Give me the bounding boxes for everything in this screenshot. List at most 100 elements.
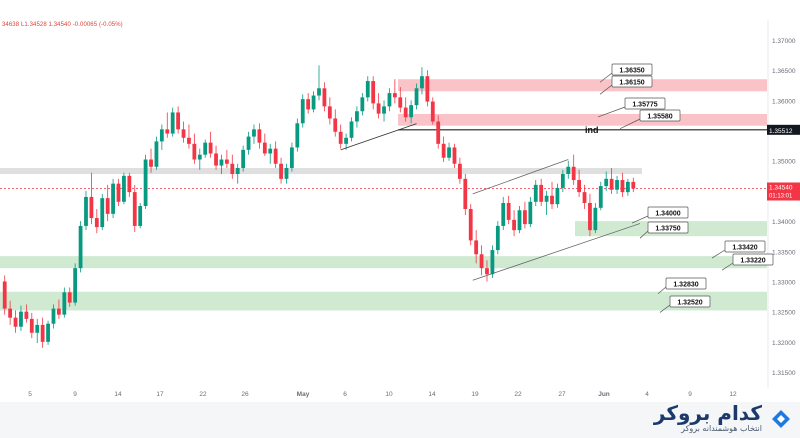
x-tick-label: 10: [385, 391, 393, 398]
candle: [290, 147, 294, 168]
zone-resistance-1: [398, 113, 767, 126]
candle: [262, 142, 267, 154]
x-tick-label: 14: [114, 391, 122, 398]
candle: [235, 167, 240, 175]
callout-label: 1.33750: [655, 226, 680, 233]
candle: [463, 178, 468, 210]
candle: [317, 88, 321, 96]
hline-price-tag: [767, 124, 800, 135]
candle: [436, 121, 441, 144]
candle: [13, 317, 18, 327]
candle: [214, 153, 218, 166]
channel-lower-line: [472, 223, 641, 281]
callout-pointer: [721, 262, 734, 271]
callout-pointer: [631, 215, 649, 224]
candle: [609, 178, 614, 190]
y-tick-label: 1.33500: [772, 249, 796, 256]
callout-box: [669, 295, 711, 308]
candle: [35, 324, 40, 333]
y-tick-label: 1.35000: [772, 159, 796, 166]
callout-pointer: [599, 84, 613, 95]
candle: [122, 175, 126, 202]
candle: [165, 129, 170, 134]
brand-name: کدام بروکر: [653, 401, 762, 425]
candle: [566, 166, 571, 175]
brand: کدام بروکر انتخاب هوشمندانه بروکر: [654, 402, 762, 434]
candle: [78, 225, 83, 269]
candle: [306, 99, 311, 110]
x-tick-label: 9: [73, 391, 77, 398]
candle: [615, 180, 619, 190]
candle: [382, 106, 386, 114]
candle: [371, 81, 376, 104]
candle: [425, 76, 430, 102]
brand-subtitle: انتخاب هوشمندانه بروکر: [681, 424, 762, 433]
candle: [468, 209, 473, 241]
candle: [100, 198, 105, 228]
candle: [506, 202, 511, 220]
candle: [539, 184, 544, 202]
channel-upper-line: [472, 159, 569, 195]
candle: [560, 174, 565, 188]
candle: [430, 101, 435, 122]
callout-label: 1.35580: [647, 114, 672, 121]
current-price-tag: [767, 182, 800, 201]
candle: [8, 308, 13, 318]
candle: [333, 118, 338, 132]
candle: [105, 198, 110, 214]
x-tick-label: 14: [428, 391, 436, 398]
candle: [355, 111, 359, 122]
candle: [176, 112, 181, 130]
candle: [571, 166, 576, 181]
candle: [51, 308, 56, 324]
candle: [94, 218, 99, 228]
candle: [620, 180, 625, 193]
candle: [349, 121, 354, 138]
candle: [631, 181, 636, 189]
candle: [403, 107, 408, 118]
candle: [143, 159, 148, 206]
brand-logo-icon: [772, 410, 790, 428]
callout-label: 1.36150: [619, 80, 644, 87]
candle: [127, 175, 132, 193]
candle: [208, 142, 213, 154]
candle: [273, 148, 278, 164]
x-tick-label: 22: [199, 391, 207, 398]
candle: [550, 195, 554, 205]
candle: [479, 254, 484, 269]
candle: [360, 97, 365, 112]
candle: [181, 129, 186, 138]
candle: [252, 129, 256, 137]
candle: [89, 196, 94, 219]
candle: [501, 202, 506, 226]
callout-label: 1.36350: [619, 68, 644, 75]
candle: [116, 183, 121, 202]
candle: [452, 147, 457, 164]
callout-box: [639, 109, 681, 122]
zone-resistance-0: [398, 79, 767, 92]
candle: [219, 159, 224, 166]
candle: [241, 149, 246, 168]
candle: [577, 180, 581, 193]
y-tick-label: 1.32500: [772, 310, 796, 317]
candle: [40, 324, 45, 342]
candle: [170, 112, 175, 134]
x-tick-label: 4: [645, 391, 649, 398]
current-price-label: 1.34540: [769, 184, 793, 191]
candle: [512, 219, 516, 231]
callout-box: [624, 97, 666, 110]
candle: [154, 141, 159, 167]
candle: [398, 97, 403, 108]
x-tick-label: 9: [688, 391, 692, 398]
callout-pointer: [639, 230, 649, 239]
candle: [457, 163, 462, 179]
candle: [67, 292, 72, 303]
candle: [447, 147, 451, 158]
callout-pointer: [597, 106, 626, 118]
callout-box: [611, 63, 653, 76]
y-tick-label: 1.33000: [772, 279, 796, 286]
countdown-label: 01:13:01: [769, 193, 793, 199]
x-tick-label: 17: [156, 391, 164, 398]
